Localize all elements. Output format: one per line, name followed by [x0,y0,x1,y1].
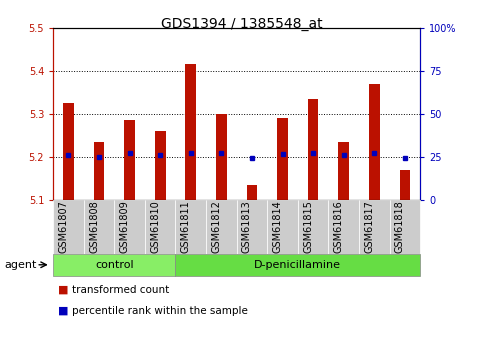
Bar [94,142,104,200]
Bar [216,114,227,200]
Bar [308,99,318,200]
Text: GSM61813: GSM61813 [242,200,252,253]
Text: GSM61807: GSM61807 [58,200,69,253]
Bar [399,170,410,200]
Text: GSM61816: GSM61816 [334,200,344,253]
Text: GSM61809: GSM61809 [120,200,129,253]
Text: GSM61815: GSM61815 [303,200,313,253]
Text: GDS1394 / 1385548_at: GDS1394 / 1385548_at [161,17,322,31]
Bar [155,131,166,200]
Bar [247,185,257,200]
Bar [63,103,74,200]
Text: ■: ■ [58,306,69,315]
Text: transformed count: transformed count [72,285,170,295]
Bar [277,118,288,200]
Text: D-penicillamine: D-penicillamine [255,260,341,270]
Bar [124,120,135,200]
Bar [369,83,380,200]
Text: GSM61810: GSM61810 [150,200,160,253]
Text: GSM61811: GSM61811 [181,200,191,253]
Bar [185,64,196,200]
Text: GSM61817: GSM61817 [364,200,374,253]
Text: GSM61808: GSM61808 [89,200,99,253]
Text: control: control [95,260,134,270]
Bar [339,142,349,200]
Text: GSM61812: GSM61812 [212,200,221,253]
Text: ■: ■ [58,285,69,295]
Text: GSM61814: GSM61814 [272,200,283,253]
Text: agent: agent [5,260,37,270]
Text: GSM61818: GSM61818 [395,200,405,253]
Text: percentile rank within the sample: percentile rank within the sample [72,306,248,315]
